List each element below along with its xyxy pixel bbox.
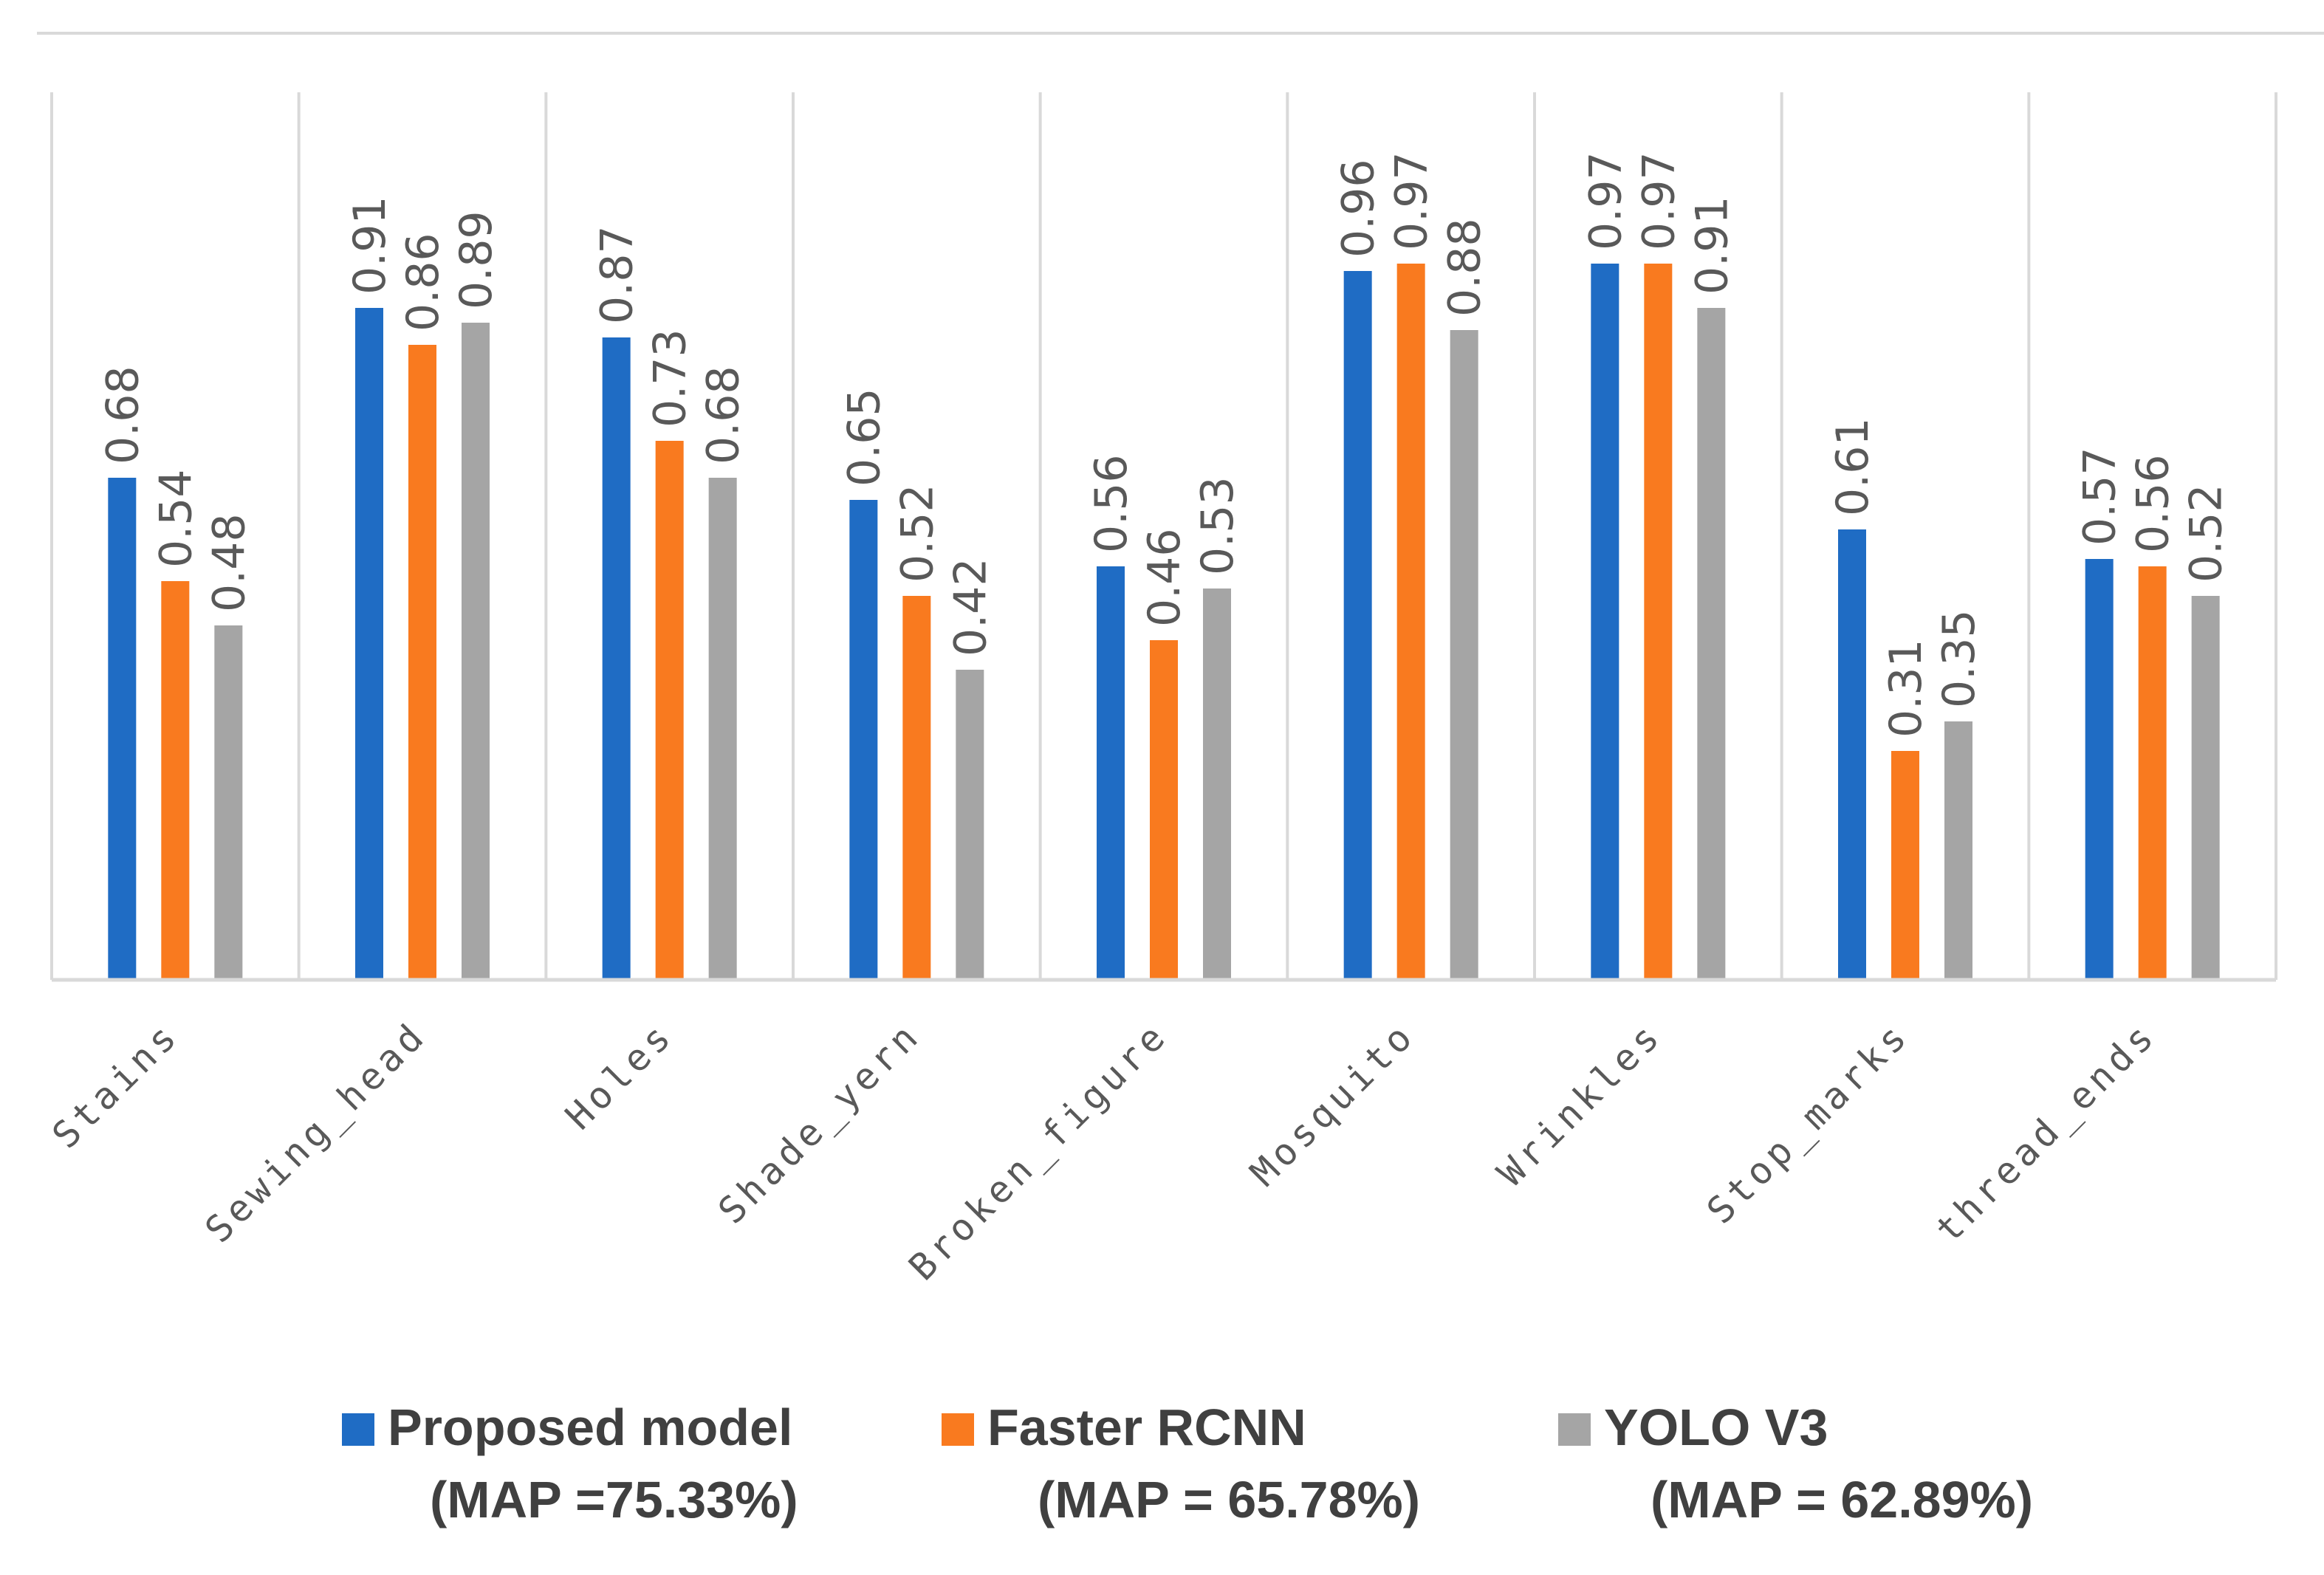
data-label: 0.88 [1439, 218, 1491, 317]
bar [1450, 330, 1478, 980]
data-label: 0.52 [2181, 484, 2232, 583]
legend-map: (MAP = 65.78%) [1038, 1471, 1420, 1528]
legend-swatch [342, 1413, 374, 1446]
bar [1697, 308, 1726, 980]
bar [2138, 566, 2167, 980]
data-label: 0.91 [344, 196, 396, 295]
data-label: 0.31 [1880, 639, 1932, 738]
data-label: 0.86 [397, 233, 449, 332]
x-tick-label: Wrinkles [1490, 1013, 1670, 1194]
bar [1944, 721, 1972, 980]
data-label: 0.89 [450, 210, 502, 309]
bar [214, 625, 243, 980]
x-tick-label: Mosquito [1242, 1013, 1423, 1194]
legend-map: (MAP =75.33%) [430, 1471, 798, 1528]
bar [1203, 589, 1231, 980]
x-tick-label: Stop_marks [1699, 1013, 1917, 1232]
legend-swatch [1558, 1413, 1591, 1446]
legend-swatch [942, 1413, 974, 1446]
data-label: 0.46 [1139, 528, 1190, 627]
bar [2191, 596, 2220, 980]
data-label: 0.91 [1686, 196, 1738, 295]
bar [108, 478, 137, 980]
bar [2085, 559, 2114, 980]
bar [602, 337, 631, 980]
data-label: 0.97 [1633, 151, 1684, 250]
data-label: 0.65 [838, 388, 890, 487]
plot-area: 0.680.54 0.480.91 0.86 0.89 0.870.73 0.68 0.65… [44, 92, 2277, 1289]
data-label: 0.56 [1086, 454, 1137, 553]
bar [956, 670, 984, 980]
data-label: 0.96 [1333, 159, 1385, 258]
data-label: 0.57 [2074, 447, 2126, 546]
data-label: 0.56 [2128, 454, 2179, 553]
x-tick-label: Stains [44, 1013, 188, 1156]
data-label: 0.97 [1386, 151, 1438, 250]
data-label: 0.48 [203, 513, 255, 612]
x-tick-label: Sewing_head [197, 1013, 435, 1251]
x-tick-label: Shade_yern [710, 1013, 929, 1232]
x-tick-label: Holes [557, 1013, 682, 1138]
data-label: 0.42 [945, 557, 996, 656]
bar [708, 478, 737, 980]
bar [1097, 566, 1125, 980]
legend-label: Faster RCNN [987, 1399, 1306, 1456]
legend-label: YOLO V3 [1604, 1399, 1828, 1456]
data-label: 0.97 [1580, 151, 1631, 250]
bar [408, 345, 436, 980]
bar [655, 441, 684, 980]
data-label: 0.68 [698, 366, 750, 464]
bar [1150, 640, 1178, 980]
data-label: 0.54 [150, 469, 202, 568]
bar [1343, 271, 1372, 980]
data-label: 0.35 [1933, 609, 1985, 708]
x-tick-label: Broken_figure [901, 1013, 1176, 1289]
bar [1838, 529, 1866, 980]
bar [161, 581, 190, 980]
legend: Proposed model (MAP =75.33%) Faster RCNN (M… [342, 1399, 2033, 1528]
bar [1591, 264, 1619, 980]
data-label: 0.52 [891, 484, 943, 583]
bar [1396, 264, 1425, 980]
data-label: 0.87 [592, 225, 643, 324]
bar [1644, 264, 1673, 980]
bar [462, 323, 490, 980]
x-tick-label: thread_ends [1927, 1013, 2164, 1251]
bar [849, 500, 878, 980]
data-label: 0.61 [1827, 417, 1879, 516]
legend-label: Proposed model [388, 1399, 792, 1456]
data-label: 0.68 [97, 366, 148, 464]
data-label: 0.73 [645, 329, 696, 428]
data-label: 0.53 [1192, 476, 1244, 575]
bar [902, 596, 931, 980]
legend-map: (MAP = 62.89%) [1651, 1471, 2033, 1528]
bar [1891, 751, 1919, 980]
bar [355, 308, 383, 980]
